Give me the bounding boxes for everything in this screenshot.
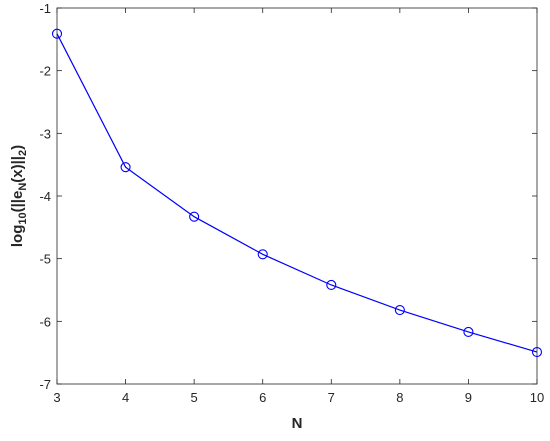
y-tick-label: -5 — [39, 252, 51, 267]
line — [56, 33, 538, 353]
x-tick-label: 5 — [191, 390, 198, 405]
y-label-part: ) — [9, 145, 26, 150]
marker — [257, 249, 268, 260]
x-tick-label: 3 — [53, 390, 60, 405]
y-label-part: (||e — [9, 191, 26, 213]
y-tick-label: -2 — [39, 64, 51, 79]
y-tick-label: -3 — [39, 126, 51, 141]
y-tick-label: -1 — [39, 1, 51, 16]
marker — [531, 346, 543, 358]
x-tick-label: 4 — [122, 390, 129, 405]
x-axis-label: N — [292, 415, 303, 432]
x-tick-label: 6 — [259, 390, 266, 405]
marker — [394, 305, 405, 316]
marker — [326, 279, 337, 291]
x-tick-label: 8 — [396, 390, 403, 405]
y-label-subscript: N — [17, 183, 29, 191]
y-label-part: (x)|| — [9, 156, 26, 183]
marker — [189, 211, 200, 222]
marker — [51, 28, 63, 39]
y-label-subscript: 2 — [17, 150, 29, 156]
marker — [463, 326, 474, 338]
x-tick-label: 10 — [530, 390, 544, 405]
y-tick-label: -4 — [39, 189, 51, 204]
marker — [120, 162, 131, 173]
y-label-part: log — [9, 225, 26, 248]
y-label-subscript: 10 — [17, 212, 29, 224]
y-tick-label: -7 — [39, 377, 51, 392]
y-axis-label: log10(||eN(x)||2) — [9, 145, 29, 247]
x-tick-label: 9 — [465, 390, 472, 405]
x-tick-label: 7 — [328, 390, 335, 405]
y-tick-label: -6 — [39, 314, 51, 329]
plot-frame — [56, 7, 538, 385]
